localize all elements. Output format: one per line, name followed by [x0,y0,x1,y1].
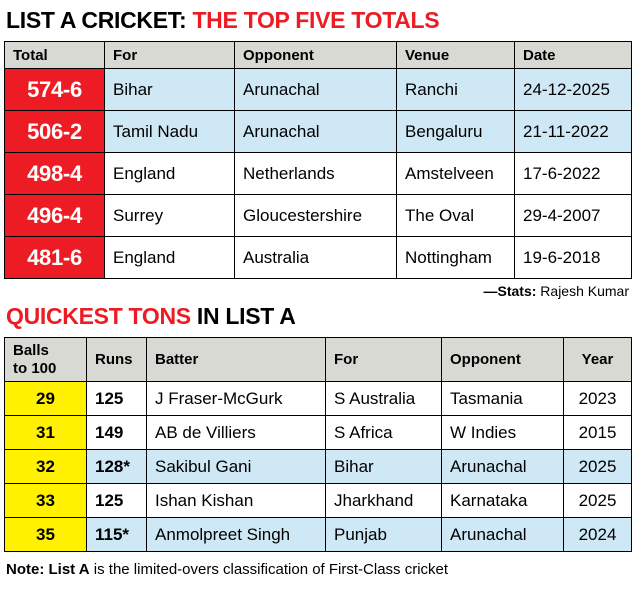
batter-cell: J Fraser-McGurk [146,381,326,416]
venue-cell: The Oval [396,194,515,237]
header-balls-to-100: Balls to 100 [4,337,87,382]
date-cell: 17-6-2022 [514,152,632,195]
table-row: 574-6 Bihar Arunachal Ranchi 24-12-2025 [4,68,632,111]
balls-cell: 31 [4,415,87,450]
date-cell: 29-4-2007 [514,194,632,237]
table-row: 496-4 Surrey Gloucestershire The Oval 29… [4,194,632,237]
team-cell: Tamil Nadu [104,110,235,153]
opponent-cell: Karnataka [441,483,564,518]
date-cell: 19-6-2018 [514,236,632,279]
top-totals-table: Total For Opponent Venue Date 574-6 Biha… [4,41,632,279]
table-row: 33 125 Ishan Kishan Jharkhand Karnataka … [4,483,632,518]
stats-credit: —Stats: Rajesh Kumar [6,283,630,299]
year-cell: 2025 [563,449,632,484]
quickest-tons-title-black: IN LIST A [196,303,296,329]
total-cell: 481-6 [4,236,105,279]
opponent-cell: Arunachal [234,68,397,111]
total-cell: 496-4 [4,194,105,237]
quickest-tons-title: QUICKEST TONS IN LIST A [6,303,629,330]
header-year: Year [563,337,632,382]
footnote-text: is the limited-overs classification of F… [89,561,449,578]
footnote-label: Note: [6,561,49,578]
header-batter: Batter [146,337,326,382]
opponent-cell: Arunachal [441,449,564,484]
balls-cell: 29 [4,381,87,416]
venue-cell: Nottingham [396,236,515,279]
quickest-tons-table: Balls to 100 Runs Batter For Opponent Ye… [4,337,632,552]
balls-cell: 35 [4,517,87,552]
team-cell: S Africa [325,415,442,450]
date-cell: 21-11-2022 [514,110,632,153]
opponent-cell: Netherlands [234,152,397,195]
table-row: 481-6 England Australia Nottingham 19-6-… [4,236,632,279]
team-cell: England [104,236,235,279]
header-for: For [104,41,235,69]
header-for: For [325,337,442,382]
runs-cell: 115* [86,517,147,552]
runs-cell: 149 [86,415,147,450]
table-row: 31 149 AB de Villiers S Africa W Indies … [4,415,632,450]
date-cell: 24-12-2025 [514,68,632,111]
opponent-cell: W Indies [441,415,564,450]
top-totals-title-black: LIST A CRICKET: [6,7,193,33]
team-cell: Jharkhand [325,483,442,518]
year-cell: 2015 [563,415,632,450]
top-totals-title-red: THE TOP FIVE TOTALS [192,7,440,33]
opponent-cell: Arunachal [441,517,564,552]
table-row: 32 128* Sakibul Gani Bihar Arunachal 202… [4,449,632,484]
quickest-tons-title-red: QUICKEST TONS [6,303,197,329]
team-cell: S Australia [325,381,442,416]
header-venue: Venue [396,41,515,69]
year-cell: 2023 [563,381,632,416]
team-cell: Bihar [325,449,442,484]
stats-credit-label: —Stats: [483,283,537,299]
team-cell: Punjab [325,517,442,552]
total-cell: 574-6 [4,68,105,111]
year-cell: 2025 [563,483,632,518]
venue-cell: Bengaluru [396,110,515,153]
footnote-term: List A [48,561,90,578]
total-cell: 498-4 [4,152,105,195]
table-row: 35 115* Anmolpreet Singh Punjab Arunacha… [4,517,632,552]
team-cell: England [104,152,235,195]
opponent-cell: Gloucestershire [234,194,397,237]
opponent-cell: Tasmania [441,381,564,416]
balls-cell: 32 [4,449,87,484]
runs-cell: 125 [86,381,147,416]
opponent-cell: Australia [234,236,397,279]
batter-cell: Anmolpreet Singh [146,517,326,552]
quickest-tons-header-row: Balls to 100 Runs Batter For Opponent Ye… [4,337,632,382]
opponent-cell: Arunachal [234,110,397,153]
header-opponent: Opponent [441,337,564,382]
stats-credit-name: Rajesh Kumar [536,283,629,299]
runs-cell: 125 [86,483,147,518]
header-runs: Runs [86,337,147,382]
year-cell: 2024 [563,517,632,552]
batter-cell: Ishan Kishan [146,483,326,518]
top-totals-header-row: Total For Opponent Venue Date [4,41,632,69]
cricket-stats-infographic: LIST A CRICKET: THE TOP FIVE TOTALS Tota… [4,7,632,578]
table-row: 498-4 England Netherlands Amstelveen 17-… [4,152,632,195]
header-total: Total [4,41,105,69]
batter-cell: Sakibul Gani [146,449,326,484]
team-cell: Surrey [104,194,235,237]
top-totals-title: LIST A CRICKET: THE TOP FIVE TOTALS [6,7,629,34]
table-row: 506-2 Tamil Nadu Arunachal Bengaluru 21-… [4,110,632,153]
balls-cell: 33 [4,483,87,518]
runs-cell: 128* [86,449,147,484]
venue-cell: Amstelveen [396,152,515,195]
venue-cell: Ranchi [396,68,515,111]
team-cell: Bihar [104,68,235,111]
total-cell: 506-2 [4,110,105,153]
header-date: Date [514,41,632,69]
table-row: 29 125 J Fraser-McGurk S Australia Tasma… [4,381,632,416]
header-opponent: Opponent [234,41,397,69]
batter-cell: AB de Villiers [146,415,326,450]
footnote: Note: List A is the limited-overs classi… [6,561,629,578]
